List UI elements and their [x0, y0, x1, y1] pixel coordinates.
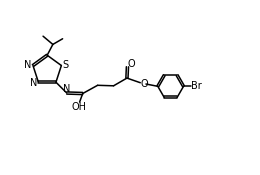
Text: S: S: [62, 60, 69, 69]
Text: N: N: [63, 84, 70, 94]
Text: Br: Br: [191, 81, 202, 91]
Text: N: N: [30, 78, 37, 88]
Text: N: N: [24, 60, 31, 70]
Text: O: O: [127, 59, 135, 69]
Text: OH: OH: [72, 102, 87, 112]
Text: O: O: [140, 79, 148, 89]
